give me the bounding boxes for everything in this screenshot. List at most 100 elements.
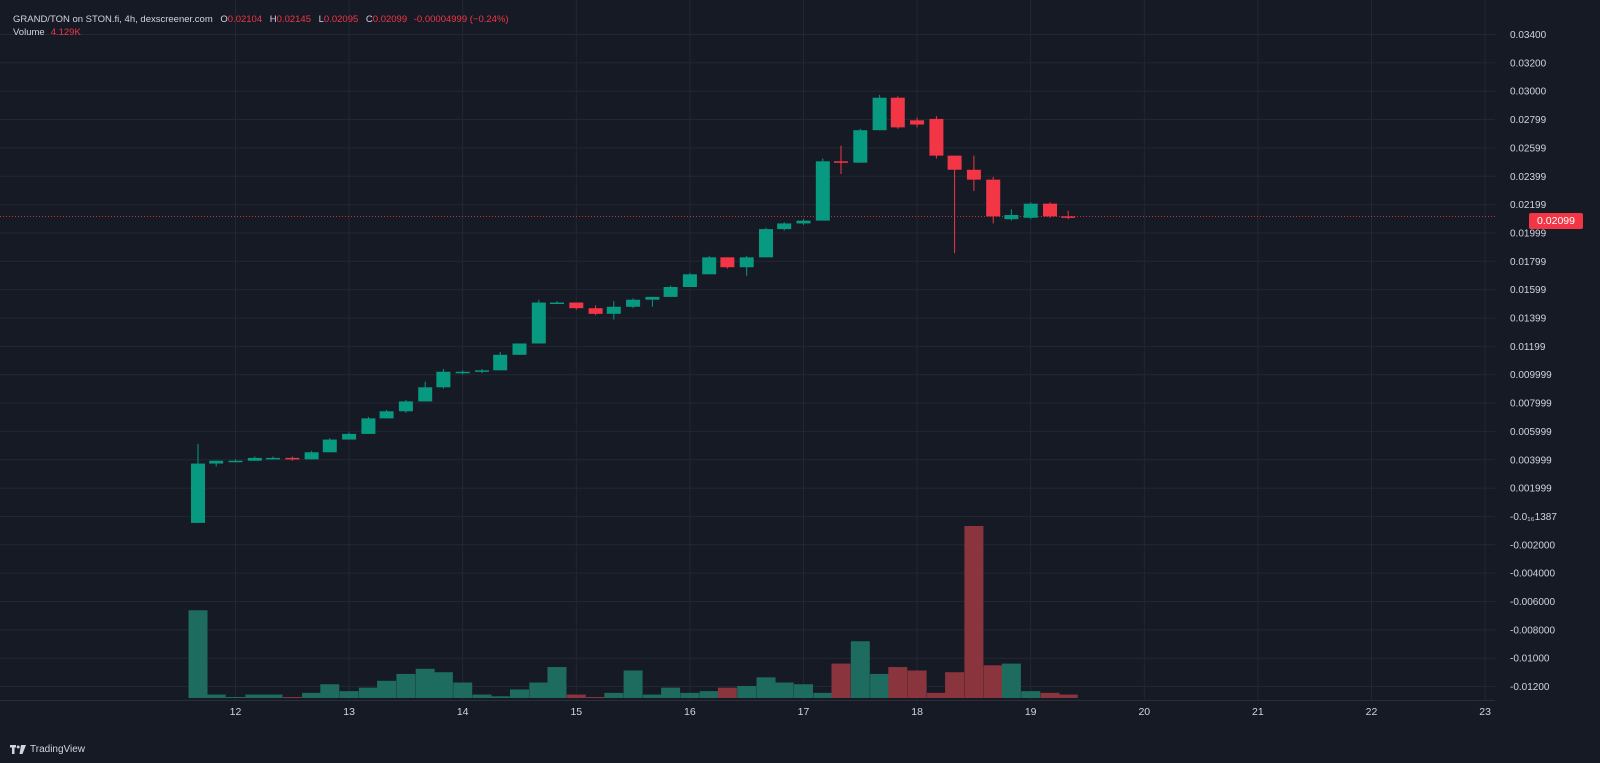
volume-label[interactable]: Volume xyxy=(13,27,45,38)
candle xyxy=(322,438,337,453)
price-tick-label: -0.0₁₆1387 xyxy=(1510,512,1557,523)
candle xyxy=(739,255,754,276)
time-tick-label: 17 xyxy=(798,706,810,718)
candle xyxy=(1023,202,1038,220)
candle xyxy=(966,155,981,191)
volume-bar xyxy=(907,670,927,698)
volume-bar xyxy=(586,697,606,698)
candle xyxy=(418,381,433,402)
candle xyxy=(436,368,451,389)
time-axis[interactable]: 12 13 14 15 16 17 18 19 20 21 22 23 xyxy=(230,706,1491,718)
candle xyxy=(606,301,621,320)
candle xyxy=(663,285,678,297)
price-tick-label: 0.003999 xyxy=(1510,455,1552,466)
volume-bar xyxy=(339,691,359,698)
volume-bar xyxy=(699,691,719,698)
candle xyxy=(569,302,584,310)
volume-bar xyxy=(282,697,302,698)
low-label: L xyxy=(318,14,324,25)
symbol-title[interactable]: GRAND/TON on STON.fi, 4h, dexscreener.co… xyxy=(13,14,213,25)
candle xyxy=(910,117,925,128)
price-axis[interactable]: 0.03400 0.03200 0.03000 0.02799 0.02599 0.023… xyxy=(1510,30,1557,693)
high-value: 0.02145 xyxy=(276,14,311,25)
candle xyxy=(833,145,848,174)
candle xyxy=(398,400,413,413)
candle xyxy=(588,305,603,316)
price-tick-label: 0.005999 xyxy=(1510,427,1552,438)
price-tick-label: 0.02399 xyxy=(1510,172,1547,183)
open-label: O xyxy=(220,14,228,25)
candle xyxy=(455,370,470,375)
price-tick-label: -0.006000 xyxy=(1510,597,1555,608)
candle xyxy=(815,158,830,221)
candle xyxy=(379,409,394,419)
volume-bar xyxy=(964,526,984,698)
candle xyxy=(682,272,697,287)
time-tick-label: 19 xyxy=(1025,706,1037,718)
candle xyxy=(265,456,280,460)
candle xyxy=(285,456,300,461)
volume-bar xyxy=(756,677,776,698)
volume-bar xyxy=(737,685,757,698)
candle xyxy=(361,416,376,434)
volume-bar xyxy=(433,672,453,698)
price-tick-label: 0.01599 xyxy=(1510,285,1547,296)
candle xyxy=(1061,210,1076,220)
close-label: C xyxy=(365,14,373,25)
candle xyxy=(626,298,641,309)
candle xyxy=(720,257,735,269)
price-tick-label: 0.01799 xyxy=(1510,257,1547,268)
volume-bar xyxy=(642,694,662,698)
volume-bar xyxy=(774,682,794,698)
tradingview-logo-icon xyxy=(10,745,26,754)
high-label: H xyxy=(269,14,277,25)
price-tick-label: 0.02599 xyxy=(1510,143,1547,154)
volume-bar xyxy=(510,689,529,698)
volume-bar xyxy=(472,694,492,698)
time-tick-label: 23 xyxy=(1479,706,1491,718)
time-tick-label: 12 xyxy=(230,706,242,718)
symbol-legend: GRAND/TON on STON.fi, 4h, dexscreener.co… xyxy=(13,13,509,26)
volume-bar xyxy=(870,673,890,698)
candle xyxy=(947,155,962,254)
volume-bar xyxy=(888,667,908,698)
volume-bar xyxy=(831,663,851,698)
candle xyxy=(929,116,944,159)
candle xyxy=(890,96,905,129)
price-tick-label: 0.01399 xyxy=(1510,314,1547,325)
candle xyxy=(1043,202,1058,218)
time-tick-label: 22 xyxy=(1366,706,1378,718)
volume-value: 4.129K xyxy=(50,27,81,38)
time-tick-label: 13 xyxy=(343,706,355,718)
price-tick-label: 0.001999 xyxy=(1510,484,1552,495)
candle xyxy=(475,368,490,374)
candle xyxy=(549,301,564,305)
volume-bar xyxy=(794,684,813,698)
volume-bar xyxy=(529,682,549,698)
volume-bar xyxy=(226,697,245,698)
last-price-tag: 0.02099 xyxy=(1529,213,1583,229)
footer-brand[interactable]: TradingView xyxy=(10,744,85,755)
candle xyxy=(872,94,887,131)
candle xyxy=(853,128,868,163)
volume-bar xyxy=(926,692,946,698)
candle xyxy=(759,227,774,258)
volume-bar xyxy=(490,696,510,698)
volume-bar xyxy=(302,692,322,698)
candle xyxy=(777,222,792,231)
candle xyxy=(1004,209,1019,221)
volume-bars xyxy=(188,526,1078,698)
candle xyxy=(247,456,262,461)
candles xyxy=(191,94,1076,523)
candle xyxy=(531,299,546,344)
volume-bar xyxy=(983,665,1003,698)
change-value: -0.00004999 (−0.24%) xyxy=(413,14,509,25)
candle xyxy=(796,219,811,225)
candle xyxy=(493,351,508,371)
price-tick-label: 0.03400 xyxy=(1510,30,1547,41)
volume-legend: Volume 4.129K xyxy=(13,26,81,39)
volume-bar xyxy=(415,668,435,698)
volume-bar xyxy=(263,694,283,698)
candle xyxy=(304,450,319,460)
